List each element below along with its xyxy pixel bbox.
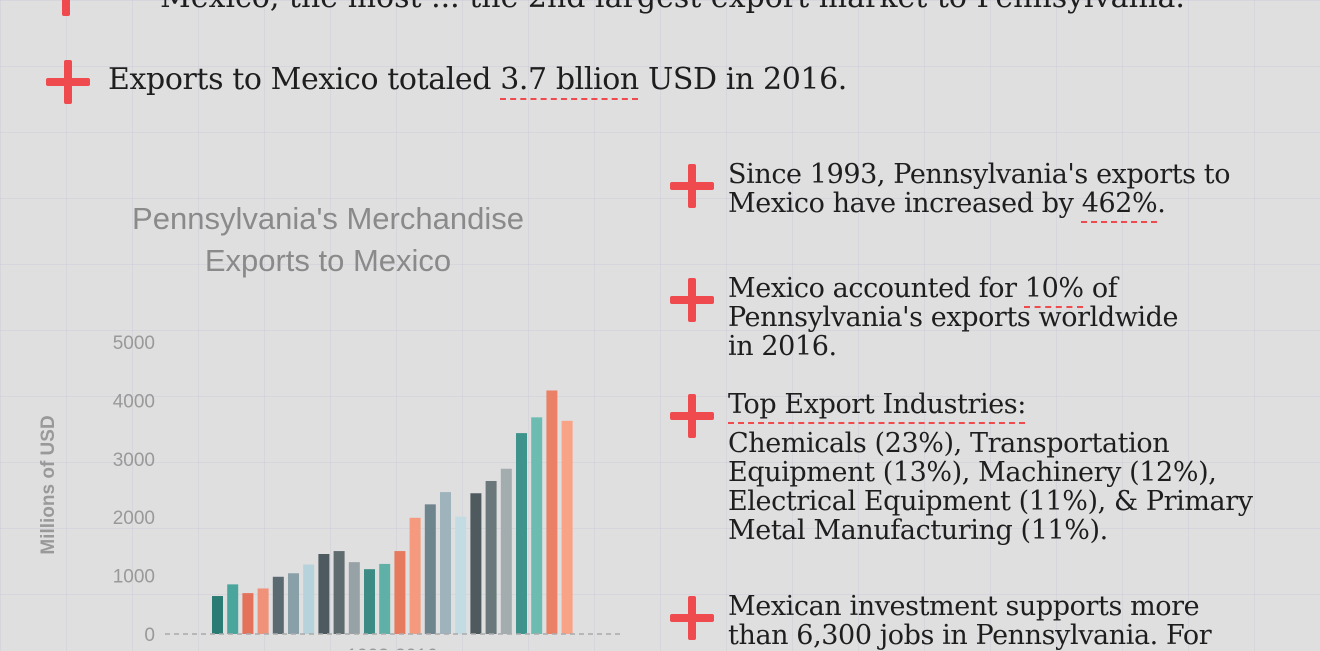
bar-2008 [440,492,451,634]
bar-2000 [318,553,330,634]
fact-industries: Top Export Industries: Chemicals (23%), … [728,389,1253,546]
y-tick-label: 4000 [113,391,155,412]
share-highlight: 10% [1024,273,1084,304]
plus-icon [46,60,90,104]
y-tick-label: 1000 [113,567,155,588]
bar-2007 [424,504,436,634]
bar-2011 [485,480,497,634]
bar-2006 [409,517,421,634]
bar-2004 [379,563,391,634]
bar-2003 [364,569,375,634]
y-axis-label: Millions of USD [38,415,59,554]
y-tick-label: 0 [144,625,155,646]
y-tick-label: 2000 [113,508,155,529]
exports-line: Exports to Mexico totaled 3.7 bllion USD… [108,62,847,97]
x-axis-label: 1993-2016 [347,646,438,650]
bar-1999 [303,564,315,634]
bar-2012 [500,468,512,634]
plus-icon [670,596,714,640]
bar-1993 [212,596,223,634]
growth-highlight: 462% [1081,188,1158,219]
top-partial-text: Mexico, the most ... the 2nd largest exp… [160,0,1185,15]
chart-title: Pennsylvania's Merchandise Exports to Me… [132,201,524,278]
bar-chart: 0 1000 2000 3000 4000 5000 Millions of USD 19… [38,333,622,650]
bar-1996 [257,588,269,634]
bar-2005 [394,551,406,634]
bar-2013 [516,433,527,634]
bar-1997 [272,576,284,634]
bar-2010 [470,493,482,634]
fact-investment: Mexican investment supports more than 6,… [728,591,1212,651]
industries-title: Top Export Industries: [728,389,1026,420]
fact-share: Mexico accounted for 10% of Pennsylvania… [728,273,1179,362]
plus-icon [670,278,714,322]
exports-highlight: 3.7 bllion [500,62,639,97]
bar-2015 [546,390,558,634]
y-tick-label: 3000 [113,450,155,471]
fact-growth: Since 1993, Pennsylvania's exports to Me… [728,159,1231,219]
bar-1998 [288,573,299,634]
bar-2002 [348,562,360,634]
bar-2001 [333,551,345,634]
bar-2009 [455,516,467,634]
bar-2016 [561,420,573,634]
y-tick-label: 5000 [113,333,155,354]
bar-2014 [531,417,543,634]
bar-1995 [242,593,254,634]
plus-icon [670,164,714,208]
bar-1994 [227,584,239,634]
plus-icon [670,394,714,438]
plus-icon [44,0,88,16]
